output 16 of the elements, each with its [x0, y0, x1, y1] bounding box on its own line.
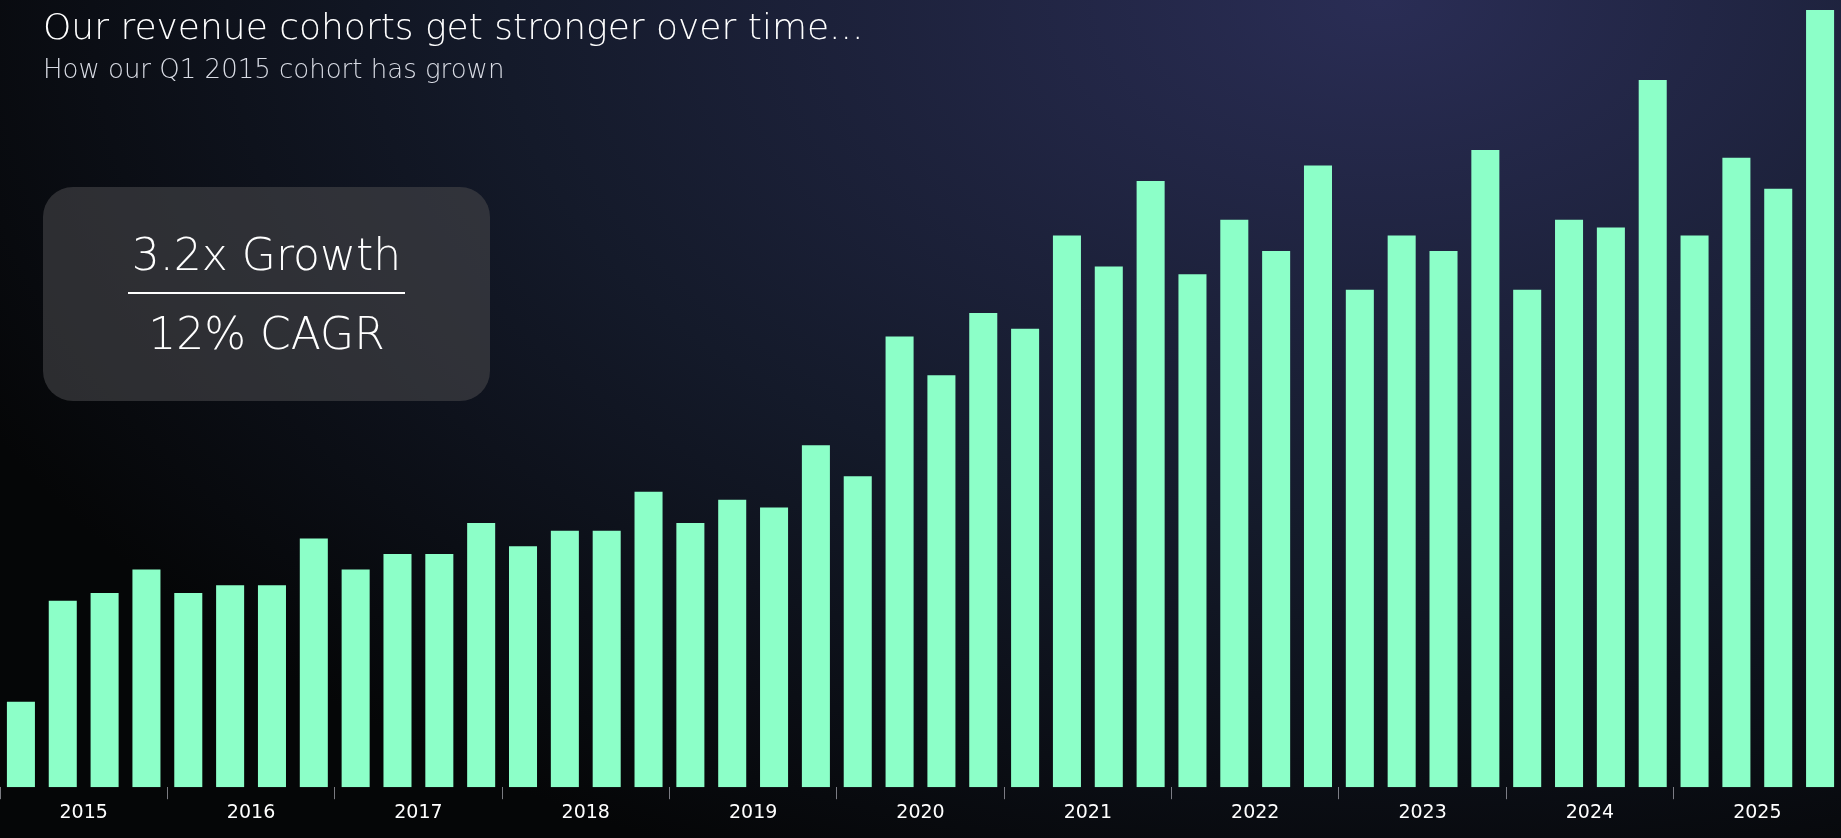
x-tick-label: 2015: [59, 799, 108, 822]
x-tick-label: 2018: [561, 799, 610, 822]
x-tick-label: 2023: [1398, 799, 1447, 822]
x-tick-label: 2022: [1231, 799, 1280, 822]
annotation: 3.2x Growth: [127, 229, 406, 294]
x-tick-label: 2016: [226, 799, 276, 822]
annotation: 12% CAGR: [148, 307, 385, 359]
x-tick-label: 2024: [1565, 799, 1615, 822]
x-tick-label: 2017: [394, 799, 443, 822]
x-tick-label: 2019: [728, 799, 778, 822]
text: How our Q1 2015 cohort has grown: [43, 54, 505, 84]
x-tick-label: 2025: [1733, 799, 1782, 822]
text-card: 3.2x Growth 12% CAGR: [43, 187, 490, 401]
x-tick-label: 2020: [896, 799, 945, 822]
chart-title: Our revenue cohorts get stronger over time...: [43, 6, 864, 47]
x-tick-label: 2021: [1063, 799, 1113, 822]
